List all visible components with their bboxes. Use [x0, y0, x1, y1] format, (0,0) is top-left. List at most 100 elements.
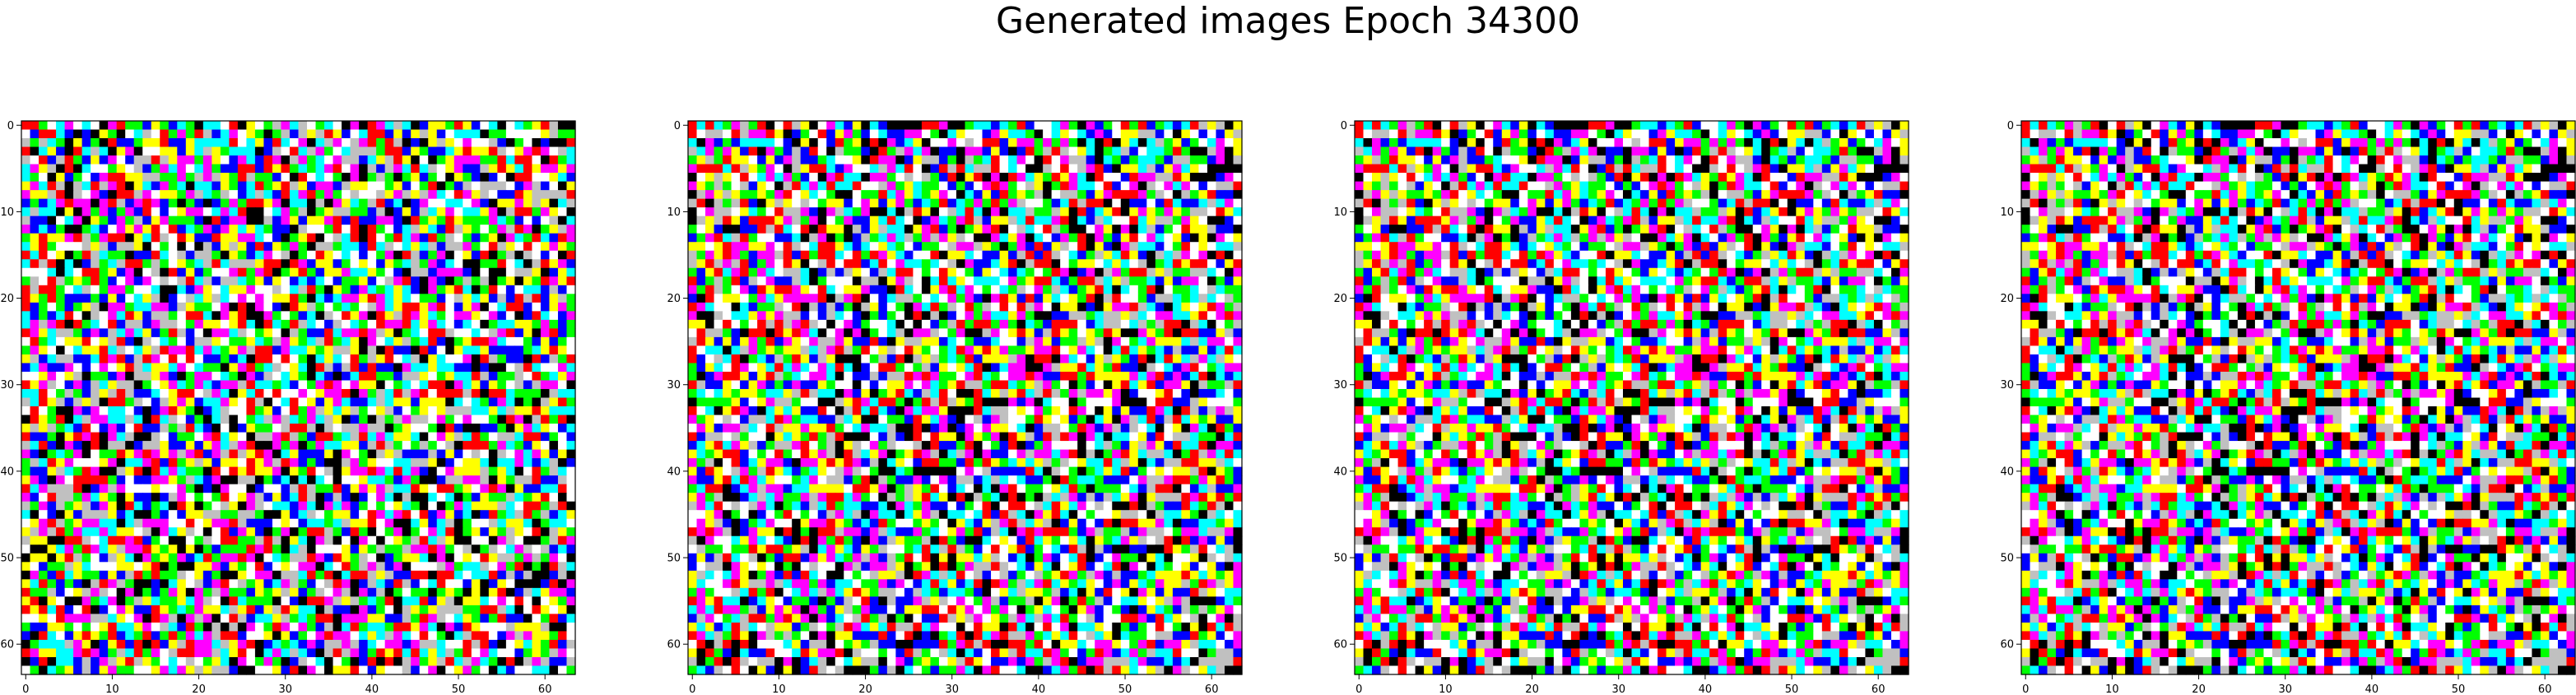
pixel — [160, 354, 169, 364]
pixel — [212, 389, 221, 398]
pixel — [437, 173, 446, 182]
pixel — [21, 155, 30, 164]
pixel — [532, 182, 541, 191]
pixel — [194, 337, 203, 346]
pixel — [463, 173, 472, 182]
pixel — [100, 147, 109, 156]
pixel — [39, 182, 48, 191]
pixel — [402, 354, 412, 364]
pixel — [30, 337, 40, 346]
pixel — [351, 173, 360, 182]
pixel — [342, 259, 351, 268]
pixel — [359, 147, 368, 156]
pixel — [151, 173, 160, 182]
pixel — [497, 259, 506, 268]
pixel — [532, 138, 541, 147]
pixel — [229, 372, 238, 381]
pixel — [532, 294, 541, 303]
pixel — [463, 138, 472, 147]
pixel — [368, 138, 377, 147]
pixel — [30, 311, 40, 320]
pixel — [65, 155, 74, 164]
pixel — [48, 155, 57, 164]
pixel — [324, 311, 333, 320]
pixel — [151, 380, 160, 389]
pixel — [514, 182, 523, 191]
pixel — [142, 216, 151, 225]
pixel — [169, 285, 178, 294]
pixel — [56, 320, 65, 329]
pixel — [359, 303, 368, 312]
pixel — [351, 207, 360, 216]
pixel — [489, 225, 498, 234]
pixel — [160, 276, 169, 285]
pixel — [333, 155, 342, 164]
pixel — [212, 199, 221, 208]
pixel — [385, 259, 394, 268]
pixel — [342, 276, 351, 285]
pixel — [506, 380, 515, 389]
pixel — [48, 173, 57, 182]
pixel — [316, 182, 325, 191]
pixel — [48, 320, 57, 329]
pixel — [100, 345, 109, 354]
pixel — [290, 155, 299, 164]
pixel — [514, 276, 523, 285]
pixel — [177, 121, 186, 130]
pixel — [351, 121, 360, 130]
pixel — [21, 389, 30, 398]
pixel — [229, 268, 238, 277]
pixel — [307, 372, 316, 381]
pixel — [91, 345, 100, 354]
pixel — [454, 216, 463, 225]
pixel — [65, 285, 74, 294]
pixel — [523, 337, 532, 346]
pixel — [48, 294, 57, 303]
pixel — [316, 294, 325, 303]
pixel — [238, 251, 247, 260]
pixel — [316, 328, 325, 337]
pixel — [316, 303, 325, 312]
pixel — [316, 398, 325, 407]
pixel — [21, 320, 30, 329]
pixel — [506, 259, 515, 268]
pixel — [169, 164, 178, 174]
pixel — [142, 242, 151, 251]
pixel — [203, 155, 212, 164]
pixel — [134, 251, 143, 260]
pixel — [351, 130, 360, 139]
pixel — [307, 398, 316, 407]
pixel — [393, 155, 402, 164]
pixel — [454, 251, 463, 260]
pixel — [246, 234, 255, 243]
pixel — [56, 207, 65, 216]
pixel — [125, 121, 134, 130]
pixel — [48, 234, 57, 243]
pixel — [566, 372, 575, 381]
pixel — [82, 345, 91, 354]
pixel — [376, 182, 385, 191]
pixel — [376, 147, 385, 156]
pixel — [290, 276, 299, 285]
pixel — [91, 285, 100, 294]
pixel — [324, 268, 333, 277]
pixel — [272, 199, 281, 208]
pixel — [541, 363, 550, 372]
pixel — [506, 311, 515, 320]
pixel — [263, 242, 272, 251]
pixel — [342, 234, 351, 243]
pixel — [463, 251, 472, 260]
pixel — [437, 320, 446, 329]
pixel — [151, 207, 160, 216]
pixel — [151, 337, 160, 346]
pixel — [142, 389, 151, 398]
pixel — [445, 303, 454, 312]
pixel — [324, 164, 333, 174]
pixel — [497, 216, 506, 225]
pixel — [212, 147, 221, 156]
pixel — [376, 328, 385, 337]
pixel — [506, 389, 515, 398]
pixel — [299, 328, 308, 337]
pixel — [73, 389, 82, 398]
pixel — [73, 242, 82, 251]
